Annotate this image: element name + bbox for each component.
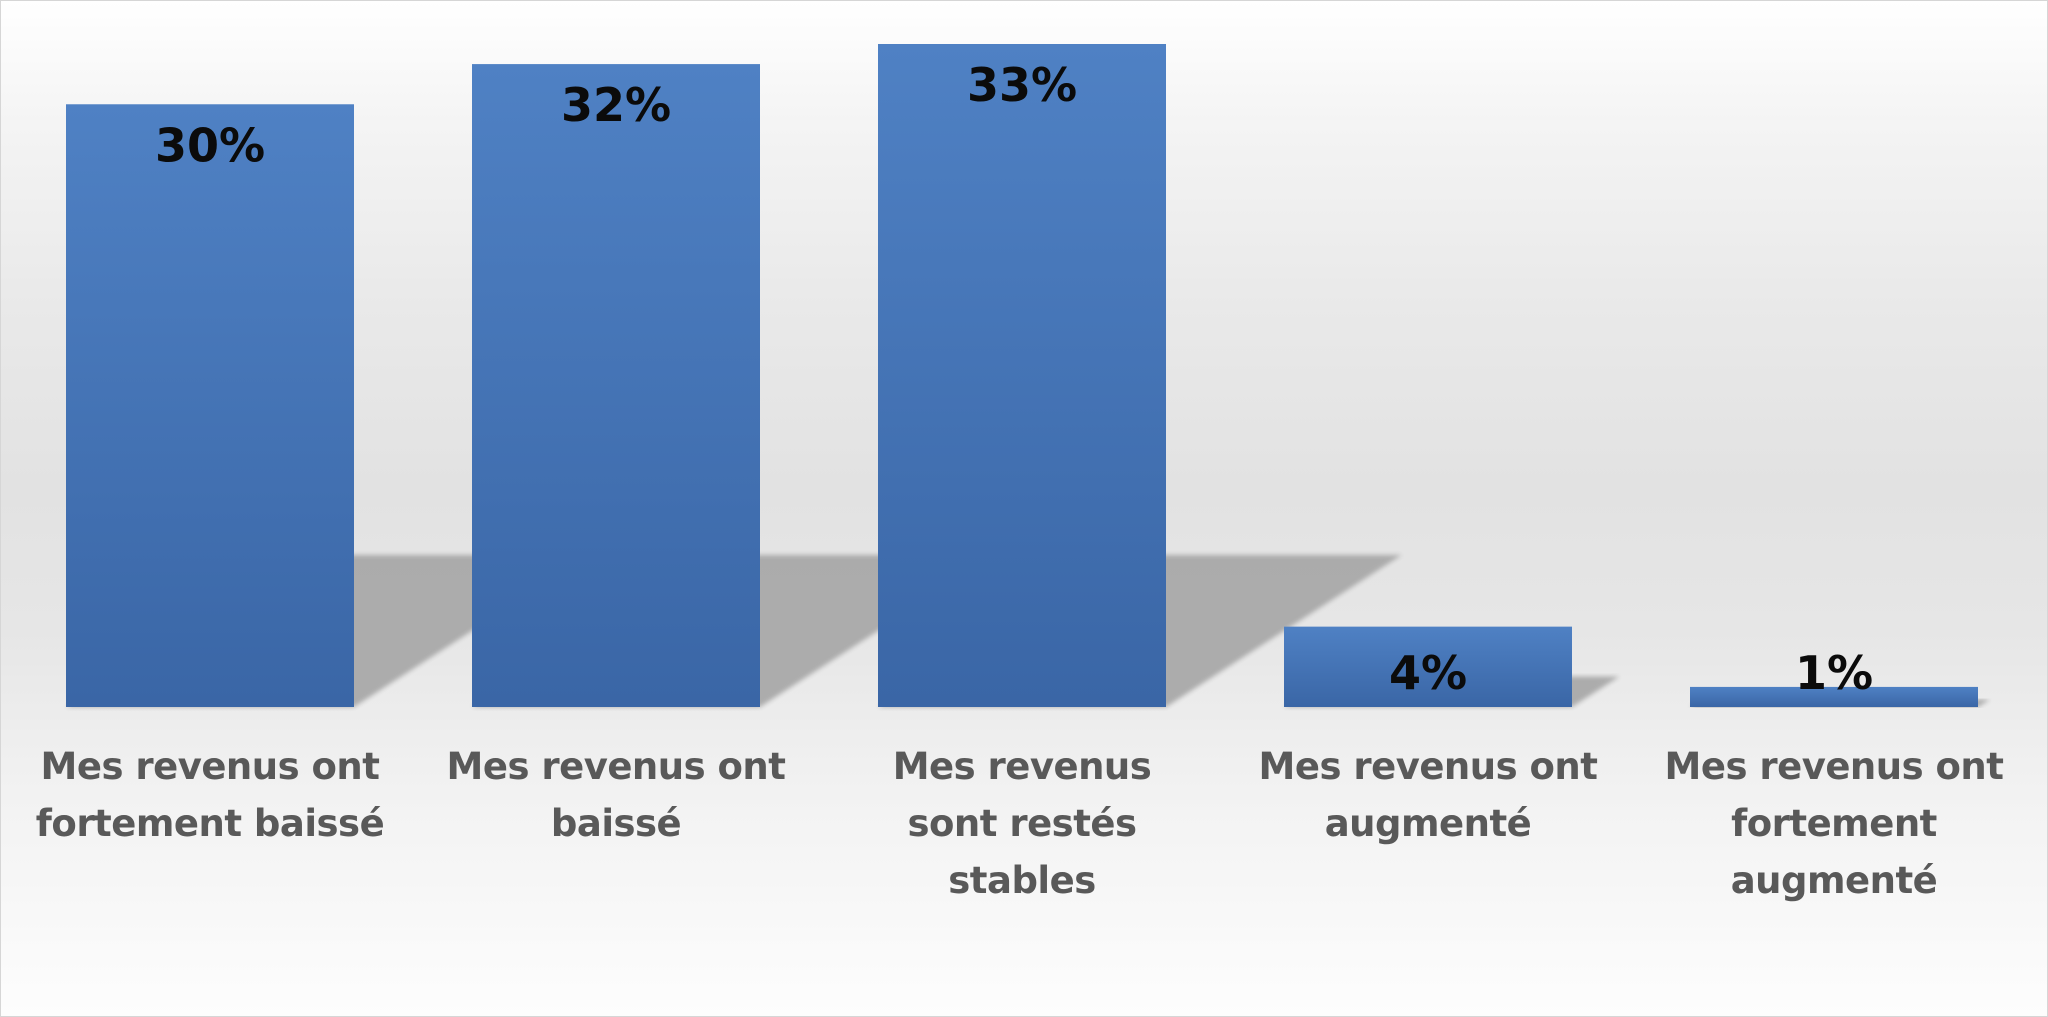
category-label-mes-revenus-ont-augmente: Mes revenus ont augmenté	[1258, 745, 1598, 845]
category-label-mes-revenus-ont-fortement-baisse: Mes revenus ont fortement baissé	[35, 745, 385, 845]
bar-mes-revenus-ont-fortement-baisse	[66, 104, 354, 708]
bar-mes-revenus-sont-restes-stables	[878, 44, 1166, 707]
category-label-mes-revenus-ont-fortement-augmente: Mes revenus ont fortement augmenté	[1664, 745, 2004, 902]
data-labels: 30% 32% 33% 4% 1%	[155, 58, 1873, 700]
data-label-3: 33%	[967, 58, 1077, 112]
data-label-5: 1%	[1795, 646, 1873, 700]
bar-mes-revenus-ont-fortement-augmente	[1690, 686, 1978, 707]
data-label-1: 30%	[155, 118, 265, 172]
bar-mes-revenus-ont-augmente	[1284, 626, 1572, 707]
data-label-2: 32%	[561, 78, 671, 132]
bars	[66, 44, 1978, 708]
data-label-4: 4%	[1389, 646, 1467, 700]
category-label-mes-revenus-sont-restes-stables: Mes revenus sont restés stables	[892, 745, 1152, 902]
category-label-mes-revenus-ont-baisse: Mes revenus ont baissé	[446, 745, 786, 845]
bar-mes-revenus-ont-baisse	[472, 64, 760, 707]
